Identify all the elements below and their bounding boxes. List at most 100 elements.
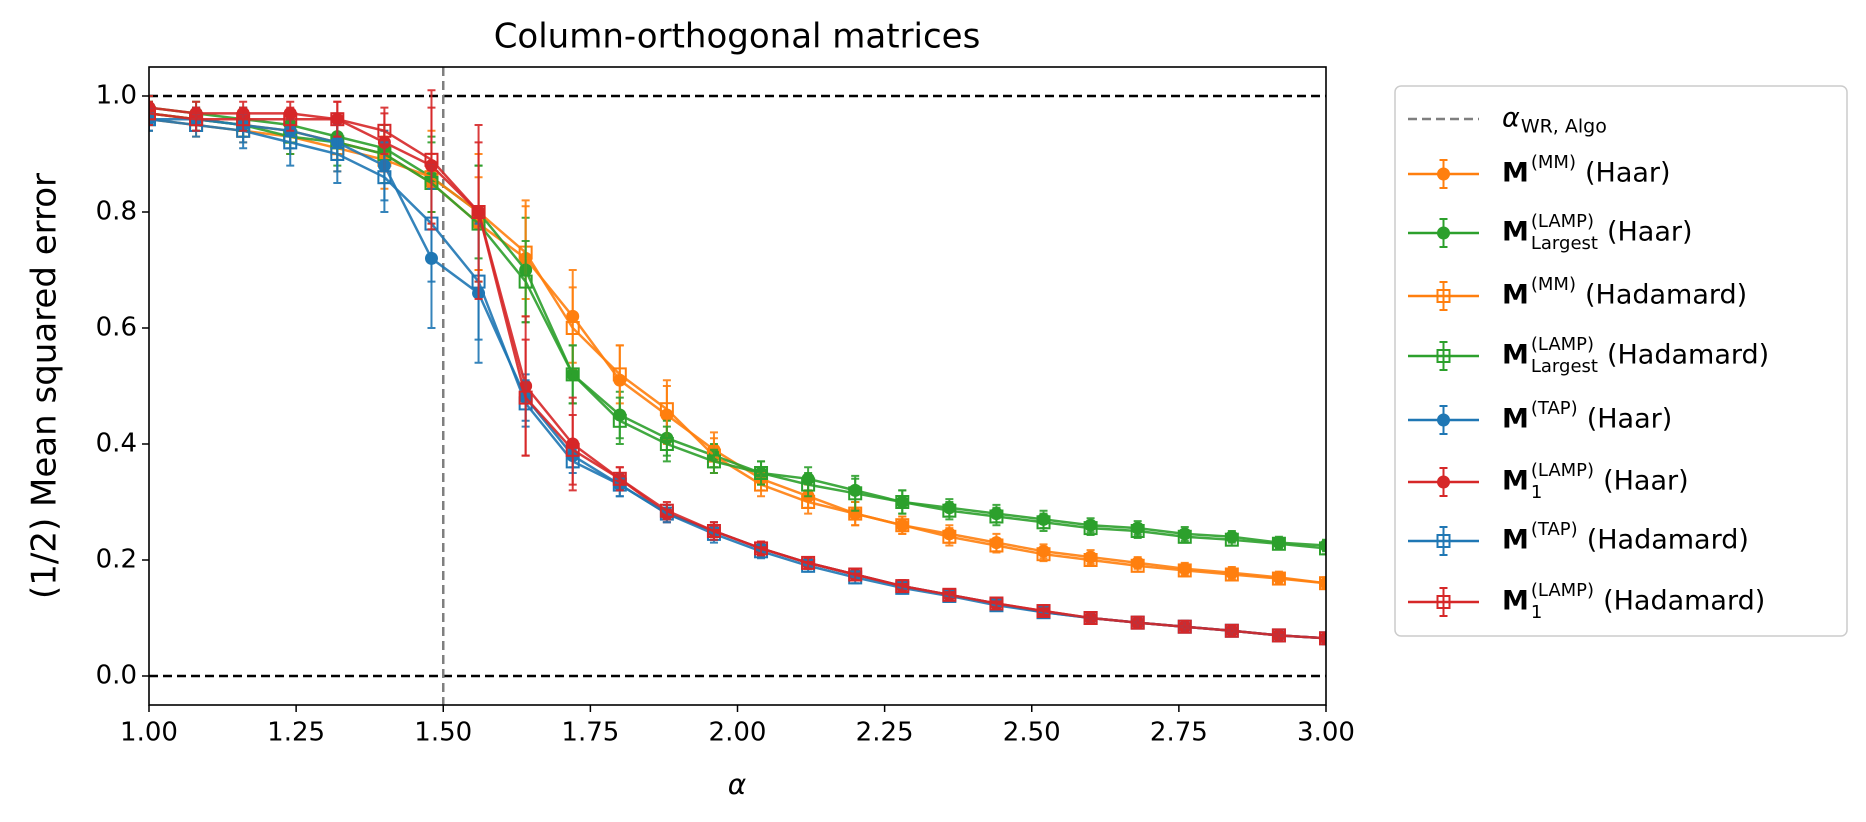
data-point — [942, 587, 957, 602]
legend-label-subscript: WR, Algo — [1521, 116, 1607, 138]
data-point — [612, 367, 627, 382]
legend-label: (Haar) — [1603, 466, 1689, 497]
data-point — [754, 541, 769, 556]
data-point — [518, 390, 533, 405]
data-point — [659, 503, 674, 518]
data-point — [330, 147, 345, 161]
x-axis-label: α — [728, 768, 747, 801]
x-tick-label: 2.00 — [709, 718, 767, 748]
data-point — [989, 538, 1004, 553]
data-point — [565, 442, 580, 457]
y-axis-label: (1/2) Mean squared error — [25, 173, 65, 599]
data-point — [801, 477, 816, 492]
legend-superscript: (LAMP) — [1531, 460, 1594, 481]
x-tick-label: 1.75 — [561, 718, 619, 748]
error-bar — [709, 448, 718, 474]
y-tick-label: 0.0 — [96, 661, 137, 691]
data-point — [1036, 604, 1051, 619]
error-bar — [898, 489, 907, 515]
data-point — [895, 495, 910, 509]
data-point — [612, 413, 627, 428]
x-tick-label: 1.00 — [120, 718, 178, 748]
legend-label: (Hadamard) — [1587, 525, 1749, 556]
data-point — [1224, 623, 1239, 638]
x-tick-label: 2.50 — [1003, 718, 1061, 748]
data-point — [424, 152, 439, 167]
data-point — [1224, 567, 1239, 582]
series-line — [149, 112, 1326, 585]
data-point — [1437, 226, 1450, 240]
plot-area — [149, 67, 1326, 705]
legend-label: (Haar) — [1585, 158, 1671, 189]
legend-label: (Haar) — [1587, 404, 1673, 435]
data-point — [377, 123, 392, 138]
data-point — [801, 555, 816, 570]
y-tick-label: 0.8 — [96, 197, 137, 227]
error-bar — [757, 460, 766, 486]
x-tick-label: 1.50 — [414, 718, 472, 748]
error-bar — [804, 472, 813, 498]
legend-superscript: (MM) — [1531, 152, 1576, 173]
data-point — [1319, 631, 1326, 646]
error-bar — [286, 106, 295, 132]
data-point — [377, 170, 392, 185]
data-point — [1436, 595, 1451, 609]
x-tick-label: 2.75 — [1150, 718, 1208, 748]
data-point — [189, 112, 204, 127]
axes-frame — [148, 66, 1327, 706]
data-point — [236, 112, 251, 127]
legend-box — [1394, 85, 1848, 637]
chart-title: Column-orthogonal matrices — [494, 17, 981, 57]
data-point — [471, 205, 486, 219]
data-point — [1083, 553, 1098, 567]
data-point — [1319, 576, 1326, 591]
legend-superscript: (LAMP) — [1531, 211, 1594, 232]
data-point — [330, 112, 345, 127]
legend-label: (Haar) — [1607, 217, 1693, 248]
legend-handle — [1439, 341, 1448, 371]
series-line — [149, 106, 1326, 640]
error-bar — [192, 106, 201, 132]
data-point — [1224, 532, 1239, 547]
data-point — [518, 274, 533, 289]
data-point — [1437, 475, 1450, 489]
data-point — [659, 437, 674, 451]
data-point — [1436, 349, 1451, 363]
error-bar — [615, 466, 624, 492]
error-bar — [615, 396, 624, 445]
data-point — [1177, 529, 1192, 544]
legend-symbol: M — [1502, 280, 1529, 311]
data-point — [1130, 558, 1145, 573]
data-point — [848, 486, 863, 501]
data-point — [942, 529, 957, 544]
series-line — [149, 117, 1326, 585]
data-point — [1271, 628, 1286, 643]
legend-symbol: M — [1502, 340, 1529, 371]
error-bar — [474, 124, 483, 300]
y-tick-label: 1.0 — [96, 81, 137, 111]
data-point — [706, 524, 721, 538]
error-bar — [521, 338, 530, 457]
error-bar — [149, 100, 153, 126]
series-line — [149, 117, 1326, 640]
data-point — [1271, 571, 1286, 586]
error-bar — [380, 106, 389, 155]
legend-symbol: M — [1502, 466, 1529, 497]
legend-handle — [1439, 281, 1448, 311]
error-bar — [662, 425, 671, 463]
legend-label: (Hadamard) — [1585, 280, 1747, 311]
data-point — [659, 402, 674, 417]
data-point — [283, 112, 298, 127]
data-point — [1130, 615, 1145, 630]
data-point — [1437, 413, 1450, 427]
data-point — [1177, 563, 1192, 578]
data-point — [1436, 289, 1451, 303]
data-point — [706, 454, 721, 469]
legend-label: α — [1502, 103, 1520, 134]
legend-label: (Hadamard) — [1603, 586, 1765, 617]
series-line — [149, 112, 1326, 550]
data-point — [1036, 515, 1051, 530]
error-bar — [427, 89, 436, 231]
error-bar — [239, 106, 248, 132]
